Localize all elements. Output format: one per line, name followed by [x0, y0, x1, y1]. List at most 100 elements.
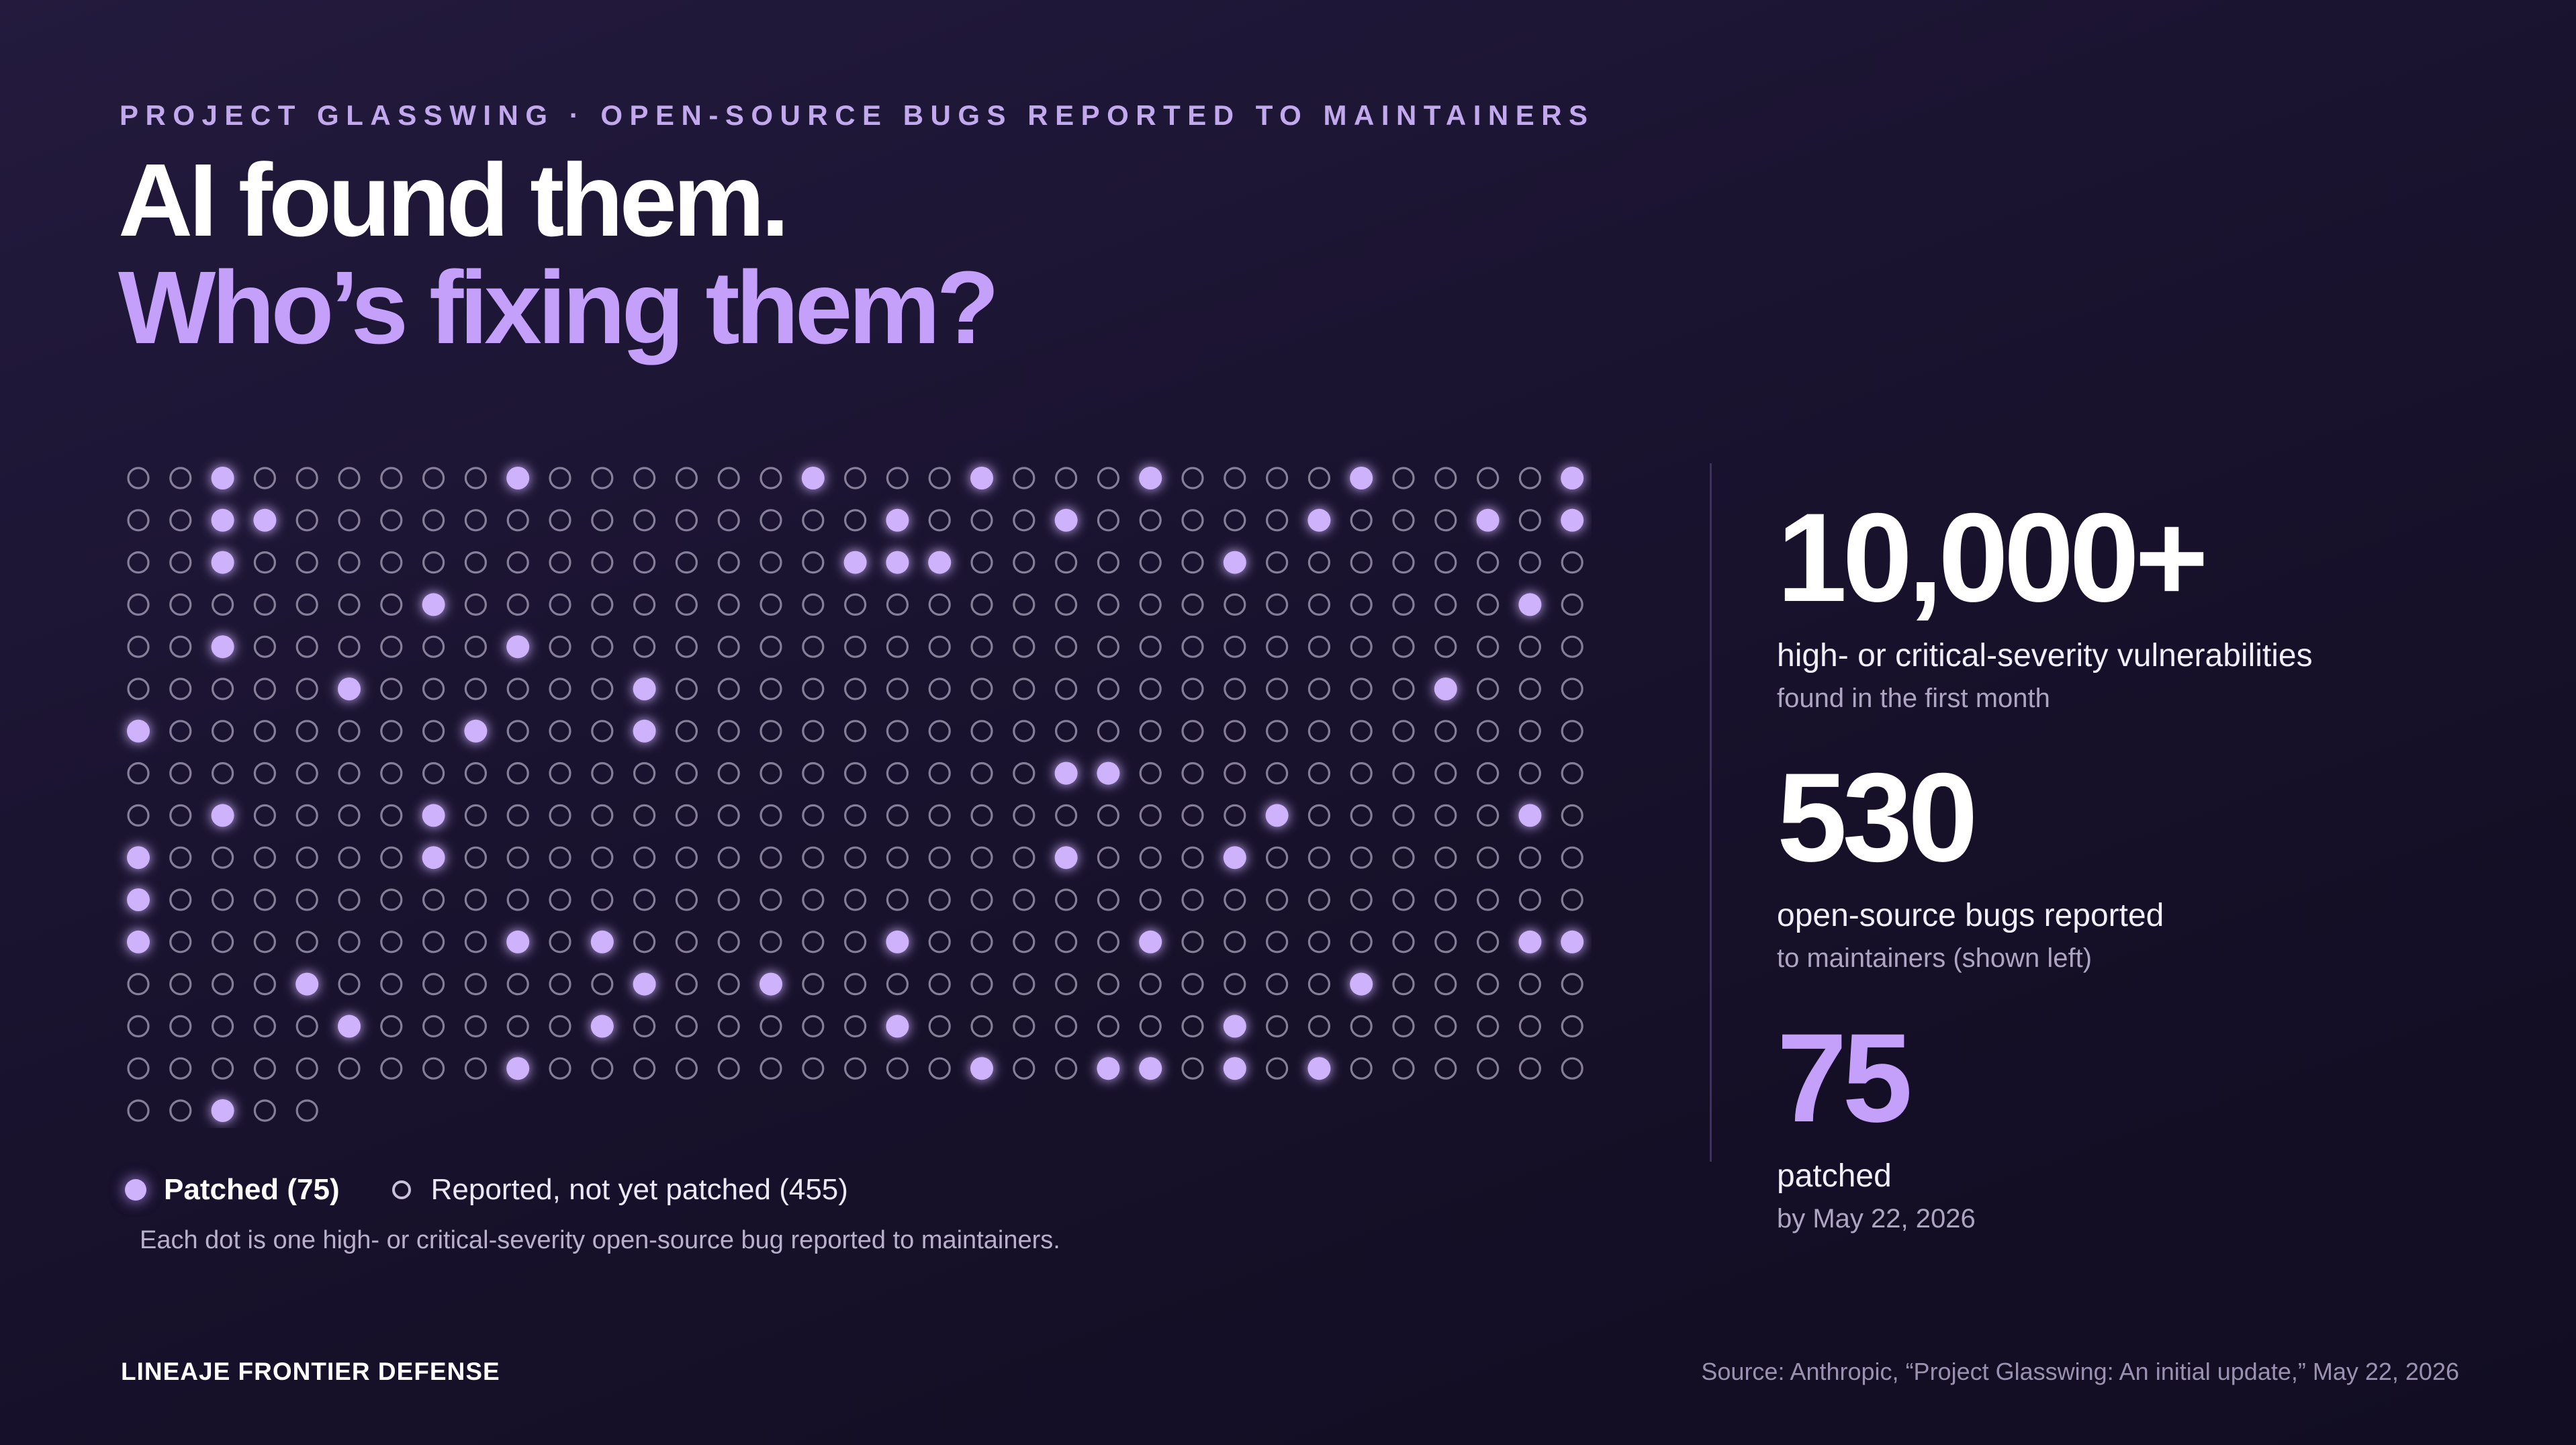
dot-open — [380, 635, 403, 658]
dot-open — [675, 888, 698, 911]
dot-open — [591, 678, 614, 700]
dot-open — [1181, 1015, 1204, 1038]
dot-open — [1350, 1057, 1373, 1080]
dot-open — [380, 846, 403, 869]
dot-open — [1181, 931, 1204, 953]
dot-open — [1307, 593, 1331, 616]
dot-open — [802, 804, 825, 827]
dot-patched — [886, 1015, 909, 1038]
dot-patched — [506, 467, 530, 490]
dot-open — [843, 593, 867, 616]
dot-open — [464, 1015, 488, 1038]
dot-open — [928, 720, 951, 743]
dot-open — [127, 593, 150, 616]
dot-open — [1392, 720, 1415, 743]
dot-open — [591, 888, 614, 911]
dot-open — [1350, 846, 1373, 869]
dot-open — [760, 593, 782, 616]
brand-logo-text: LINEAJE FRONTIER DEFENSE — [121, 1358, 500, 1385]
dot-open — [1054, 720, 1078, 743]
dot-patched — [1054, 846, 1078, 870]
dot-open — [675, 635, 698, 658]
dot-patched — [1476, 508, 1500, 532]
dot-open — [1013, 509, 1036, 532]
dot-open — [802, 1057, 825, 1080]
dot-patched — [211, 1099, 234, 1122]
dot-open — [1013, 467, 1036, 490]
dot-open — [1392, 931, 1415, 953]
dot-open — [1350, 720, 1373, 743]
dot-open — [295, 467, 318, 490]
dot-patched — [970, 467, 993, 490]
dot-patched — [506, 635, 530, 659]
divider — [1710, 463, 1712, 1162]
title-line-2: Who’s fixing them? — [118, 250, 999, 365]
dot-patched — [1561, 508, 1584, 532]
dot-open — [1097, 846, 1120, 869]
dot-open — [1181, 678, 1204, 700]
dot-open — [1224, 635, 1246, 658]
dot-open — [843, 678, 867, 700]
dot-open — [253, 467, 276, 490]
dot-patched — [422, 804, 445, 827]
dot-open — [1392, 762, 1415, 785]
dot-open — [506, 972, 529, 996]
dot-open — [1350, 509, 1373, 532]
dot-open — [1097, 509, 1120, 532]
dot-open — [802, 762, 825, 785]
dot-open — [127, 1099, 150, 1122]
dot-open — [591, 720, 614, 743]
dot-open — [380, 551, 403, 574]
dot-open — [549, 551, 571, 574]
dot-open — [802, 846, 825, 869]
dot-open — [127, 509, 150, 532]
dot-open — [338, 551, 361, 574]
dot-open — [127, 804, 150, 827]
dot-open — [253, 678, 276, 700]
dot-open — [1013, 804, 1036, 827]
dot-open — [1350, 678, 1373, 700]
dot-open — [253, 1099, 276, 1122]
dot-open — [127, 551, 150, 574]
dot-patched — [338, 1015, 361, 1038]
dot-open — [1307, 720, 1331, 743]
dot-open — [422, 635, 445, 658]
dot-patched — [211, 508, 234, 532]
dot-open — [1224, 509, 1246, 532]
dot-open — [1097, 720, 1120, 743]
dot-open — [1054, 551, 1078, 574]
dot-open — [675, 678, 698, 700]
dot-open — [633, 593, 656, 616]
dot-open — [843, 635, 867, 658]
dot-patched — [1223, 846, 1246, 870]
dot-open — [506, 678, 529, 700]
dot-open — [1434, 804, 1457, 827]
dot-open — [1518, 678, 1541, 700]
dot-open — [675, 467, 698, 490]
dot-open — [1265, 509, 1289, 532]
dot-open — [1434, 635, 1457, 658]
dot-patched — [1054, 508, 1078, 532]
dot-open — [802, 931, 825, 953]
dot-open — [1518, 509, 1541, 532]
dot-open — [253, 551, 276, 574]
dot-open — [886, 593, 909, 616]
dot-patched — [1350, 467, 1373, 490]
dot-open — [843, 931, 867, 953]
dot-open — [633, 509, 656, 532]
dot-open — [928, 762, 951, 785]
dot-open — [169, 635, 192, 658]
dot-open — [1350, 931, 1373, 953]
dot-open — [717, 762, 740, 785]
dot-open — [464, 678, 488, 700]
dot-open — [1561, 551, 1583, 574]
waffle-chart — [127, 467, 1584, 1122]
dot-patched — [633, 972, 656, 996]
dot-open — [464, 762, 488, 785]
dot-patched — [1223, 1015, 1246, 1038]
dot-open — [928, 931, 951, 953]
source-citation: Source: Anthropic, “Project Glasswing: A… — [1701, 1358, 2459, 1385]
legend-open-label: Reported, not yet patched (455) — [430, 1173, 848, 1206]
dot-open — [843, 467, 867, 490]
dot-patched — [1139, 930, 1162, 953]
